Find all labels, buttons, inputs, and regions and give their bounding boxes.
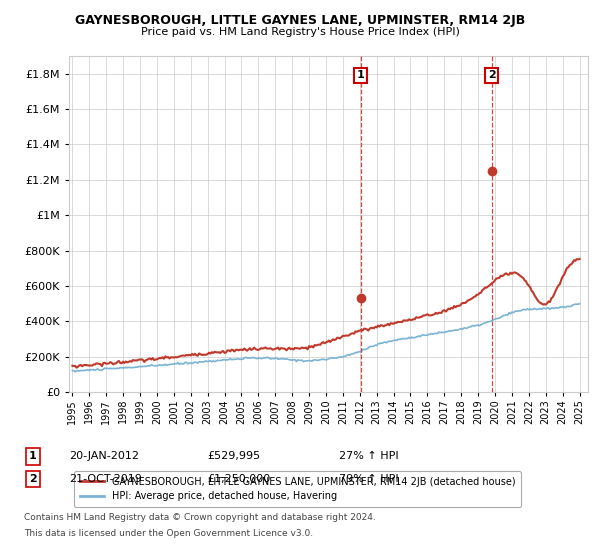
Text: Contains HM Land Registry data © Crown copyright and database right 2024.: Contains HM Land Registry data © Crown c… [24,514,376,522]
Text: GAYNESBOROUGH, LITTLE GAYNES LANE, UPMINSTER, RM14 2JB: GAYNESBOROUGH, LITTLE GAYNES LANE, UPMIN… [75,14,525,27]
Text: 21-OCT-2019: 21-OCT-2019 [69,474,142,484]
Text: 1: 1 [29,451,37,461]
Text: 79% ↑ HPI: 79% ↑ HPI [339,474,398,484]
Text: 1: 1 [357,71,364,81]
Text: £529,995: £529,995 [207,451,260,461]
Text: £1,250,000: £1,250,000 [207,474,270,484]
Text: Price paid vs. HM Land Registry's House Price Index (HPI): Price paid vs. HM Land Registry's House … [140,27,460,37]
Text: 2: 2 [488,71,496,81]
Text: This data is licensed under the Open Government Licence v3.0.: This data is licensed under the Open Gov… [24,529,313,538]
Legend: GAYNESBOROUGH, LITTLE GAYNES LANE, UPMINSTER, RM14 2JB (detached house), HPI: Av: GAYNESBOROUGH, LITTLE GAYNES LANE, UPMIN… [74,471,521,507]
Text: 20-JAN-2012: 20-JAN-2012 [69,451,139,461]
Text: 2: 2 [29,474,37,484]
Text: 27% ↑ HPI: 27% ↑ HPI [339,451,398,461]
